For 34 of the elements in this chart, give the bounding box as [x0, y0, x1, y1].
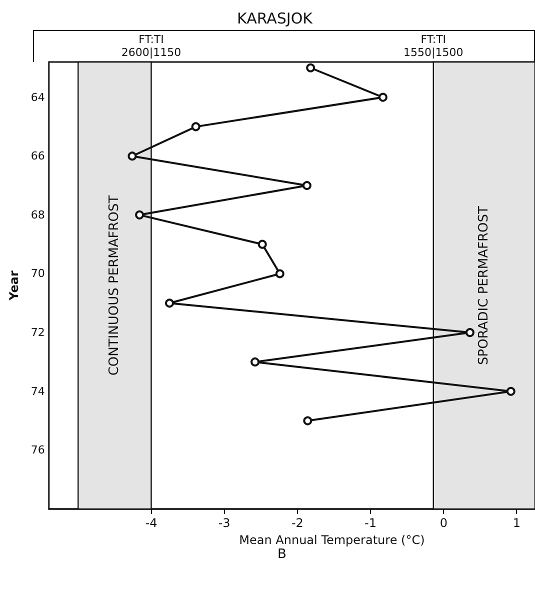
x-tick-label: 0: [440, 516, 448, 530]
text: FT:TI 2600|1150: [121, 33, 182, 59]
x-tick-label: 1: [512, 516, 521, 530]
point: [191, 122, 200, 132]
point: [128, 152, 137, 161]
point: [303, 416, 312, 426]
x-tick-label: -3: [218, 516, 230, 530]
y-axis-title: Year: [7, 270, 21, 302]
point: [250, 357, 260, 366]
point: [506, 386, 516, 396]
point: [258, 240, 267, 249]
point: [165, 298, 174, 308]
point: [135, 210, 144, 220]
y-tick-label: 70: [30, 267, 45, 280]
band-label: CONTINUOUS PERMAFROST: [107, 195, 122, 376]
point: [302, 181, 312, 190]
x-axis-title: Mean Annual Temperature (°C): [239, 532, 425, 547]
text: FT:TI 1550|1500: [404, 33, 464, 59]
y-tick-label: 64: [30, 90, 45, 104]
x-tick-label: -1: [364, 516, 377, 530]
x-tick-label: -4: [145, 516, 158, 530]
y-tick-label: 66: [30, 150, 45, 163]
band-label: SPORADIC PERMAFROST: [476, 206, 492, 365]
x-tick-label: -2: [291, 516, 304, 530]
y-tick-label: 74: [30, 384, 45, 398]
point: [378, 92, 388, 102]
y-tick-label: 72: [30, 326, 45, 340]
chart-title: KARASJOK: [237, 10, 314, 28]
point: [275, 269, 284, 278]
point: [306, 63, 316, 72]
y-tick-label: 76: [30, 444, 45, 457]
y-tick-label: 68: [30, 208, 45, 222]
text: B: [278, 547, 286, 562]
point: [465, 328, 474, 338]
